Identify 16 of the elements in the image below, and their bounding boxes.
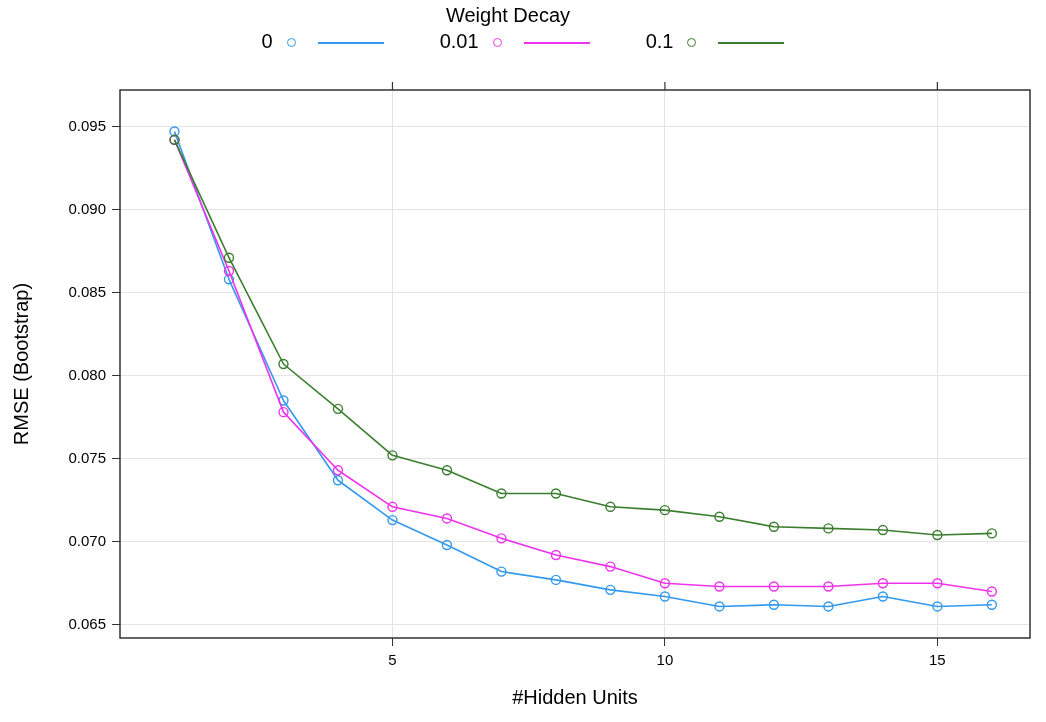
y-tick-label: 0.070 <box>68 531 106 549</box>
y-tick-label: 0.075 <box>68 448 106 466</box>
x-axis-title: #Hidden Units <box>512 685 638 708</box>
x-tick-label: 5 <box>388 651 397 669</box>
legend-label: 0 <box>261 30 273 54</box>
y-tick-label: 0.095 <box>68 116 106 134</box>
legend-label: 0.01 <box>439 30 479 54</box>
y-tick-label: 0.065 <box>68 614 106 632</box>
y-axis-title: RMSE (Bootstrap) <box>9 282 32 446</box>
x-tick-label: 15 <box>929 651 946 669</box>
legend-label: 0.1 <box>645 30 674 54</box>
y-tick-label: 0.080 <box>68 365 106 383</box>
y-tick-label: 0.085 <box>68 282 106 300</box>
legend-title: Weight Decay <box>445 4 571 27</box>
x-tick-label: 10 <box>656 651 674 669</box>
y-tick-label: 0.090 <box>68 199 106 217</box>
